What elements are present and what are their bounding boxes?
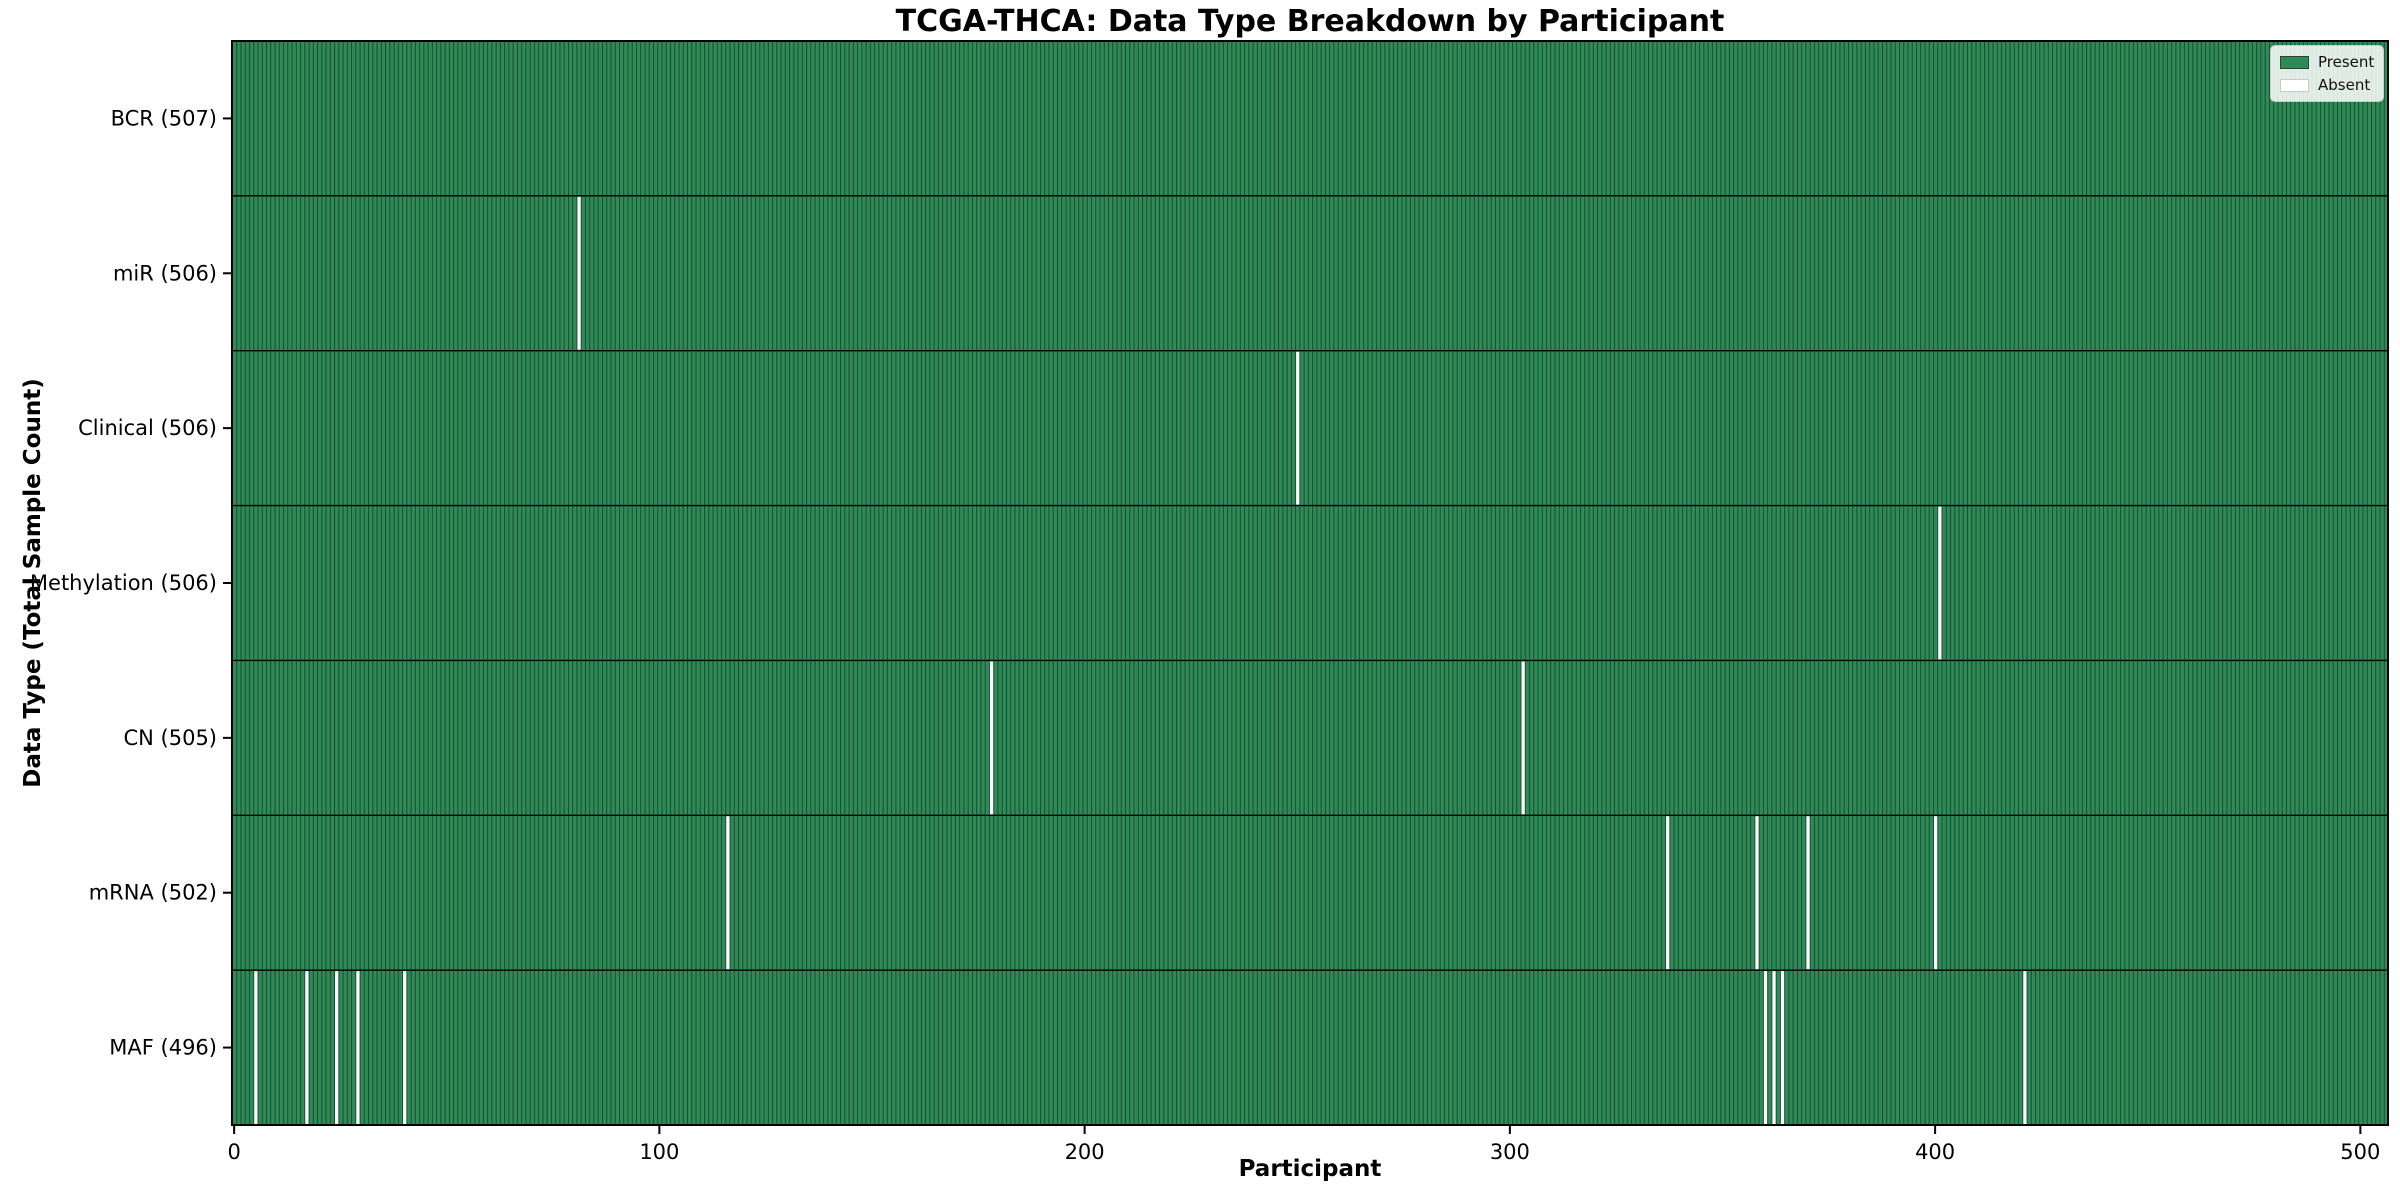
x-tick-label-100: 100	[639, 1140, 679, 1164]
absent-gap-MAF-421	[2023, 971, 2027, 1124]
legend-swatch-absent	[2280, 78, 2309, 92]
y-tick-label-MAF: MAF (496)	[109, 1036, 217, 1060]
plot-frame	[231, 40, 2389, 1126]
x-tick-label-0: 0	[227, 1140, 240, 1164]
legend-label-absent: Absent	[2318, 76, 2371, 94]
absent-gap-miR-81	[577, 196, 581, 350]
legend-swatch-present	[2280, 55, 2309, 69]
legend-label-present: Present	[2318, 53, 2375, 71]
absent-gap-MAF-364	[1780, 971, 1785, 1124]
legend-item-present: Present	[2280, 53, 2374, 71]
x-tick-label-500: 500	[2340, 1140, 2380, 1164]
y-tick-label-BCR: BCR (507)	[111, 106, 217, 130]
absent-gap-MAF-17	[305, 971, 309, 1124]
y-tick-label-Methylation: Methylation (506)	[30, 571, 217, 595]
absent-gap-CN-178	[989, 661, 994, 815]
y-tick-label-miR: miR (506)	[113, 261, 217, 285]
absent-gap-MAF-360	[1763, 971, 1768, 1124]
absent-gap-MAF-24	[335, 971, 339, 1124]
absent-gap-MAF-362	[1772, 971, 1776, 1124]
absent-gap-CN-303	[1521, 661, 1525, 815]
x-tick-label-300: 300	[1490, 1140, 1530, 1164]
absent-gap-mRNA-400	[1933, 816, 1938, 970]
y-tick-label-mRNA: mRNA (502)	[89, 881, 217, 905]
absent-gap-MAF-5	[254, 971, 258, 1124]
absent-gap-mRNA-358	[1755, 816, 1759, 970]
legend: Present Absent	[2270, 45, 2385, 102]
x-axis-label: Participant	[1238, 1156, 1382, 1182]
y-tick-label-CN: CN (505)	[123, 726, 217, 750]
absent-gap-mRNA-370	[1806, 816, 1810, 970]
x-tick-label-200: 200	[1065, 1140, 1105, 1164]
y-tick-label-Clinical: Clinical (506)	[78, 416, 217, 440]
absent-gap-Clinical-250	[1296, 351, 1300, 505]
absent-gap-MAF-40	[403, 971, 407, 1124]
present-field	[232, 41, 2388, 1125]
x-tick-label-400: 400	[1915, 1140, 1955, 1164]
legend-item-absent: Absent	[2280, 76, 2374, 94]
chart-title: TCGA-THCA: Data Type Breakdown by Partic…	[895, 4, 1725, 39]
absent-gap-Methylation-401	[1938, 506, 1942, 660]
absent-gap-mRNA-337	[1666, 816, 1670, 970]
absent-gap-mRNA-116	[726, 816, 730, 970]
absent-gap-MAF-29	[356, 971, 360, 1124]
